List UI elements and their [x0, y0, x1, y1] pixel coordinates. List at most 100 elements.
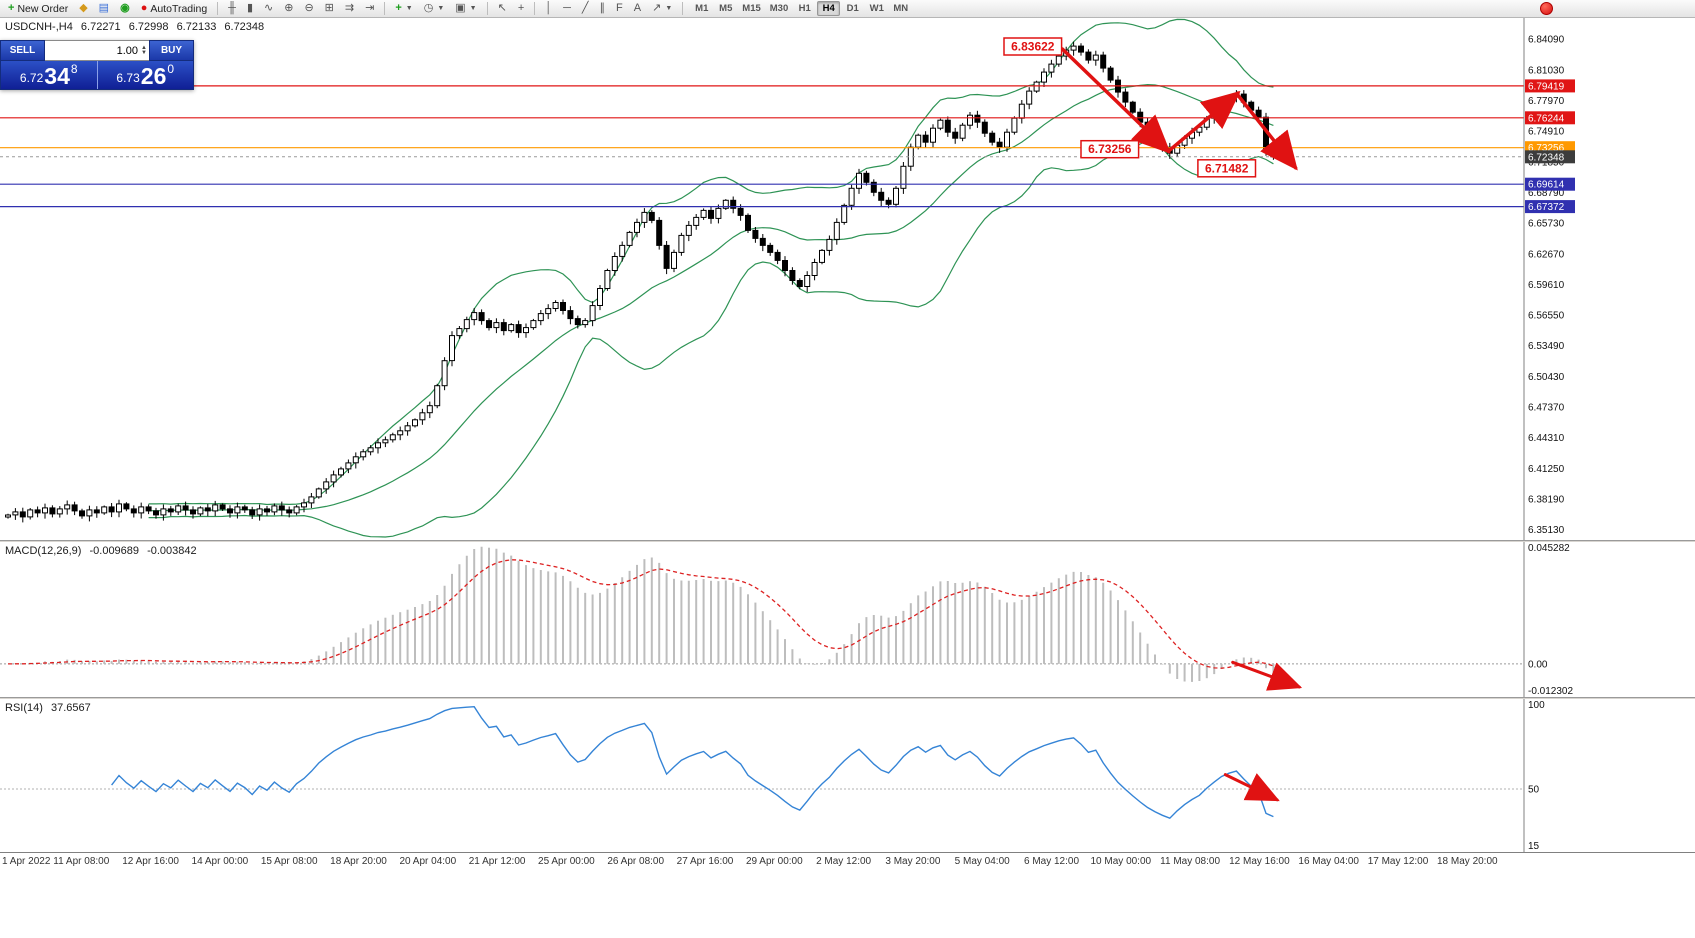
panel-separator[interactable] — [0, 697, 1695, 699]
time-axis-label: 5 May 04:00 — [954, 856, 1010, 867]
macd-main-value: -0.009689 — [89, 545, 140, 557]
trendline-button[interactable]: ╱ — [577, 1, 594, 17]
metaeditor-button[interactable]: ◆ — [74, 1, 92, 17]
price-chart-canvas[interactable]: 6.840906.810306.779706.749106.718506.687… — [0, 18, 1695, 540]
buy-button[interactable]: BUY — [149, 40, 194, 61]
timeframe-button-h1[interactable]: H1 — [798, 3, 811, 14]
clock-icon: ◷ — [423, 2, 434, 14]
volume-field[interactable]: 1.00 ▲ ▼ — [45, 40, 149, 61]
macd-axis[interactable]: 0.045282 0.00 -0.012302 — [1528, 543, 1573, 697]
svg-text:6.35130: 6.35130 — [1528, 525, 1565, 536]
horizontal-line-button[interactable]: ─ — [558, 1, 576, 17]
time-axis-label: 11 Apr 08:00 — [53, 856, 110, 867]
trend-arrow — [1166, 90, 1241, 154]
fibonacci-button[interactable]: F — [611, 1, 628, 17]
time-axis-border — [0, 852, 1695, 853]
volume-value[interactable]: 1.00 — [116, 44, 139, 57]
svg-text:100: 100 — [1528, 700, 1545, 711]
timeframe-button-m15[interactable]: M15 — [742, 3, 761, 14]
volume-spinner[interactable]: ▲ ▼ — [141, 44, 147, 56]
trend-arrow — [1236, 93, 1298, 171]
trend-annotations[interactable]: 6.83622 6.73256 6.71482 — [1003, 37, 1298, 178]
sell-price[interactable]: 6.72 34 8 — [1, 61, 97, 89]
time-axis-label: 18 May 20:00 — [1436, 856, 1498, 867]
zoom-out-button[interactable]: ⊖ — [299, 1, 318, 17]
text-tool-button[interactable]: A — [629, 1, 646, 17]
zoom-in-button[interactable]: ⊕ — [279, 1, 298, 17]
autotrading-button[interactable]: ● AutoTrading — [136, 1, 212, 17]
timeframe-button-w1[interactable]: W1 — [869, 3, 884, 14]
candlestick-chart-button[interactable]: ▮ — [242, 1, 258, 17]
timeframe-button-m30[interactable]: M30 — [769, 3, 789, 14]
price-axis[interactable]: 6.840906.810306.779706.749106.718506.687… — [1528, 35, 1565, 537]
timeframe-button-h4[interactable]: H4 — [817, 1, 841, 16]
dropdown-caret-icon: ▼ — [469, 5, 477, 12]
time-axis[interactable]: 1 Apr 2022 11 Apr 08:00 12 Apr 16:00 14 Apr… — [0, 853, 1695, 873]
data-window-button[interactable]: ◉ — [115, 1, 135, 17]
new-order-button[interactable]: + New Order — [3, 1, 73, 17]
time-axis-label: 20 Apr 04:00 — [399, 856, 457, 867]
time-axis-label: 1 Apr 2022 — [2, 856, 51, 867]
rsi-panel-canvas[interactable]: 100 50 15 — [0, 699, 1695, 852]
vertical-line-button[interactable]: │ — [540, 1, 557, 17]
rsi-axis[interactable]: 100 50 15 — [1528, 700, 1545, 852]
one-click-trading-panel: SELL 1.00 ▲ ▼ BUY 6.72 34 8 6.73 26 0 — [0, 40, 194, 90]
bar-chart-button[interactable]: ╫ — [223, 1, 241, 17]
cursor-button[interactable]: ↖ — [493, 1, 512, 17]
time-axis-label: 12 May 16:00 — [1229, 856, 1290, 867]
svg-text:6.56550: 6.56550 — [1528, 311, 1565, 322]
horizontal-level-lines[interactable] — [0, 85, 1524, 208]
volume-down-icon[interactable]: ▼ — [141, 49, 147, 56]
svg-text:6.71482: 6.71482 — [1205, 161, 1249, 175]
time-axis-label: 15 Apr 08:00 — [260, 856, 318, 867]
vertical-line-icon: │ — [545, 2, 553, 14]
svg-text:6.83622: 6.83622 — [1011, 40, 1055, 54]
timeframe-button-mn[interactable]: MN — [893, 3, 909, 14]
timeframe-button-d1[interactable]: D1 — [846, 3, 859, 14]
text-tool-icon: A — [633, 2, 642, 14]
price-annotation-box — [1197, 159, 1257, 178]
price-axis-badge: 6.72348 — [1525, 150, 1575, 164]
chart-shift-button[interactable]: ⇥ — [360, 1, 379, 17]
time-axis-label: 3 May 20:00 — [885, 856, 941, 867]
timeframe-button-m5[interactable]: M5 — [719, 3, 733, 14]
arrows-tool-button[interactable]: ↗ ▼ — [647, 1, 677, 17]
time-axis-label: 10 May 00:00 — [1090, 856, 1152, 867]
new-chart-button[interactable]: + ▼ — [390, 1, 417, 17]
sell-button[interactable]: SELL — [0, 40, 45, 61]
channel-button[interactable]: ∥ — [595, 1, 611, 17]
candlestick-chart-icon: ▮ — [246, 2, 254, 14]
volume-up-icon[interactable]: ▲ — [141, 44, 147, 51]
rsi-value: 37.6567 — [50, 702, 91, 714]
toolbar-separator — [486, 2, 488, 15]
macd-panel-canvas[interactable]: 0.045282 0.00 -0.012302 — [0, 542, 1695, 697]
price-axis-badge: 6.67372 — [1525, 200, 1575, 214]
macd-trend-arrow[interactable] — [1231, 660, 1303, 691]
trendline-icon: ╱ — [581, 2, 589, 14]
templates-button[interactable]: ▣ ▼ — [450, 1, 481, 17]
bollinger-middle-band — [148, 83, 1274, 512]
periods-button[interactable]: ◷ ▼ — [419, 1, 450, 17]
toolbar-separator — [682, 2, 684, 15]
time-axis-label: 21 Apr 12:00 — [468, 856, 526, 867]
panel-separator[interactable] — [0, 540, 1695, 542]
line-chart-button[interactable]: ∿ — [259, 1, 278, 17]
crosshair-button[interactable]: + — [513, 1, 529, 17]
buy-price-big-figure: 6.73 — [116, 71, 140, 85]
buy-price[interactable]: 6.73 26 0 — [98, 61, 194, 89]
rsi-name: RSI(14) — [5, 702, 43, 714]
auto-scroll-button[interactable]: ⇉ — [340, 1, 359, 17]
svg-text:0.00: 0.00 — [1528, 659, 1548, 670]
new-order-label: New Order — [17, 2, 69, 15]
sell-price-big-figure: 6.72 — [19, 71, 44, 85]
ohlc-open: 6.72271 — [80, 21, 121, 33]
market-watch-button[interactable]: ▤ — [94, 1, 114, 17]
fibonacci-icon: F — [616, 2, 623, 14]
tile-windows-button[interactable]: ⊞ — [320, 1, 339, 17]
timeframe-button-m1[interactable]: M1 — [695, 3, 709, 14]
svg-text:6.62670: 6.62670 — [1528, 249, 1565, 260]
new-chart-icon: + — [395, 2, 402, 14]
zoom-in-icon: ⊕ — [284, 2, 294, 14]
rsi-trend-arrow[interactable] — [1223, 773, 1280, 802]
